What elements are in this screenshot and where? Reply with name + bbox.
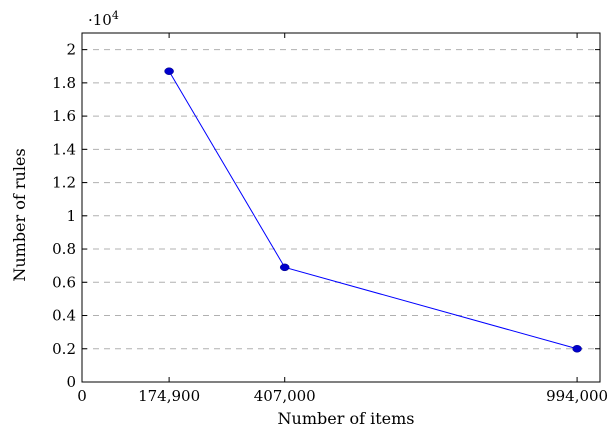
y-tick-label-9: 1.8 bbox=[52, 74, 76, 92]
y-tick-label-6: 1.2 bbox=[52, 174, 76, 192]
series-line-0 bbox=[168, 70, 578, 350]
x-tick-label-2: 407,000 bbox=[254, 387, 316, 405]
y-tick-label-5: 1 bbox=[66, 207, 76, 225]
y-tick-label-2: 0.4 bbox=[52, 307, 76, 325]
y-axis-title: Number of rules bbox=[10, 148, 29, 281]
y-tick-label-0: 0 bbox=[66, 373, 76, 391]
x-tick-label-3: 994,000 bbox=[546, 387, 608, 405]
data-point-0-0 bbox=[164, 67, 174, 75]
y-tick-label-3: 0.6 bbox=[52, 273, 76, 291]
x-axis-title: Number of items bbox=[278, 409, 415, 428]
y-multiplier-label: ·104 bbox=[88, 9, 119, 30]
y-multiplier-exponent: 4 bbox=[112, 9, 119, 22]
series-group bbox=[164, 67, 582, 353]
y-tick-label-1: 0.2 bbox=[52, 340, 76, 358]
y-tick-label-7: 1.4 bbox=[52, 140, 76, 158]
x-tick-label-1: 174,900 bbox=[138, 387, 200, 405]
y-tick-label-10: 2 bbox=[66, 41, 76, 59]
plot-frame bbox=[81, 32, 601, 383]
x-tick-label-0: 0 bbox=[77, 387, 87, 405]
ticks: 0 0.2 0.4 0.6 0.8 1 1.2 1.4 1.6 1.8 2 0 174,900 407,0… bbox=[52, 33, 608, 405]
grid-lines bbox=[82, 49, 600, 350]
data-point-0-2 bbox=[572, 345, 582, 353]
y-tick-label-8: 1.6 bbox=[52, 107, 76, 125]
axes bbox=[81, 32, 601, 383]
data-point-0-1 bbox=[279, 263, 290, 272]
y-tick-label-4: 0.8 bbox=[52, 240, 76, 258]
